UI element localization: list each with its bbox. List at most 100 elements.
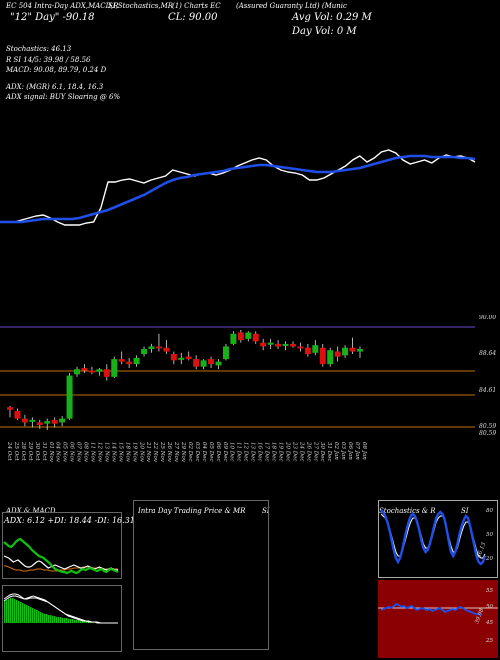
candle-body [215,361,222,366]
intraday-box [133,500,269,650]
macd-bar [62,618,64,623]
date-tick-label: 15 Nov [117,442,123,463]
info-rsi: R SI 14/5: 39.98 / 58.56 [6,55,91,64]
rsi-line: 55 50 45 25 39.98 [378,588,498,644]
candle-body [51,419,58,424]
date-tick-label: 06 Jan [347,442,353,460]
macd-bar [86,621,88,623]
adx-box [2,512,122,579]
candle-body [7,407,13,410]
macd-bar [78,620,80,623]
info-adx-signal: ADX signal: BUY Sloaring @ 6% [6,93,121,101]
macd-histogram [3,593,118,624]
candle-body [36,422,43,425]
date-tick-label: 07 Nov [76,442,82,463]
info-stochastics: Stochastics: 46.13 [6,45,72,53]
candle-body [44,421,51,424]
stoch-box [378,500,498,578]
intraday-title: Intra Day Trading Price & MR [138,507,246,515]
date-tick-label: 13 Dec [250,442,256,462]
date-tick-label: 08 Jan [361,442,367,460]
stoch-tick-label: 80 [486,508,493,514]
date-tick-label: 29 Oct [27,441,33,461]
stoch-line-blue [380,509,487,566]
date-tick-label: 06 Nov [69,442,75,463]
candle-body [208,359,215,365]
candle-body [297,346,304,349]
rsi-tick-label: 50 [486,604,493,610]
candle-body [289,343,296,347]
date-tick-label: 05 Nov [62,442,68,463]
date-tick-label: 08 Nov [83,442,89,463]
macd-bar [40,612,42,623]
price-tick-label: 80.59 [479,423,496,430]
macd-bar [56,617,58,623]
candle-body [327,350,334,365]
intraday-title2: SI [262,507,270,515]
macd-bar [58,617,60,623]
candle-body [245,332,252,339]
header-ticker: (1) Charts EC [172,2,221,10]
date-tick-label: 10 Dec [229,442,235,462]
date-tick-label: 23 Dec [291,441,297,462]
macd-line [3,595,118,624]
macd-bar [72,619,74,623]
date-tick-label: 18 Nov [124,442,130,463]
price-line-white [0,149,476,226]
macd-bar [6,600,8,623]
candle-body [21,418,28,423]
date-tick-label: 02 Dec [187,442,193,462]
macd-bar [24,604,26,623]
macd-bar [26,605,28,623]
date-tick-label: 19 Dec [278,442,284,462]
candle-body [66,375,73,419]
candle-body [29,419,36,422]
macd-bar [12,598,14,623]
candle-body [14,411,21,419]
candle-body [126,361,133,365]
date-tick-label: 04 Nov [55,442,61,463]
macd-bar [18,601,20,623]
macd-bar [4,601,6,623]
candle-body [96,369,103,372]
macd-bar [16,600,18,623]
candle-body [304,347,311,355]
candle-body [237,332,244,341]
date-tick-label: 29 Nov [180,441,186,463]
candle-body [282,343,289,346]
date-tick-label: 05 Dec [208,442,214,462]
date-tick-label: 26 Dec [305,441,311,462]
candle-body [178,357,185,360]
date-tick-label: 20 Nov [138,441,144,463]
date-tick-label: 07 Jan [354,442,360,460]
intraday-panel: Intra Day Trading Price & MR SI [128,500,276,660]
header-range: "12" Day" -90.18 [10,12,95,23]
date-tick-label: 17 Dec [264,442,270,462]
date-tick-label: 18 Dec [271,442,277,462]
date-tick-label: 22 Nov [152,441,158,463]
candle-body [81,367,88,371]
date-tick-label: 21 Nov [145,441,151,463]
macd-bar [64,618,66,623]
date-tick-label: 26 Nov [166,441,172,463]
macd-bar [36,610,38,623]
macd-bar [66,618,68,623]
macd-bar [42,613,44,623]
date-tick-label: 28 Oct [20,441,26,461]
candle-body [163,347,170,352]
macd-box [2,585,122,652]
candle-body [230,333,237,344]
macd-bar [46,614,48,623]
date-tick-label: 09 Dec [222,442,228,462]
candle-body [74,369,81,375]
date-tick-label: 16 Dec [257,442,263,462]
macd-bar [82,621,84,623]
rsi-tick-label: 25 [485,638,493,644]
candle-body [357,348,363,352]
header-left2: SI,Stochastics,MR [108,2,174,10]
date-tick-label: 02 Jan [333,442,339,460]
candle-body [103,369,110,377]
date-tick-label: 03 Dec [194,442,200,462]
macd-bar [44,614,46,623]
